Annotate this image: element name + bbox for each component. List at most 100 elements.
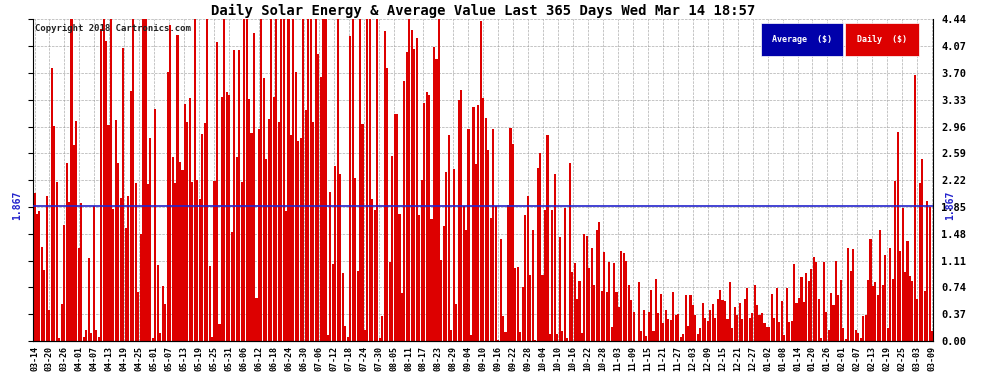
Bar [68,202,70,341]
Bar [618,307,620,341]
Bar [586,236,588,341]
Bar [270,20,272,341]
Bar [553,174,556,341]
Bar [267,119,270,341]
Bar [159,333,161,341]
Bar [191,182,193,341]
Bar [912,281,914,341]
Bar [219,324,221,341]
Bar [416,38,418,341]
Bar [882,285,884,341]
Bar [433,47,435,341]
Bar [181,171,183,341]
Bar [633,312,635,341]
Bar [783,335,785,341]
Bar [601,291,603,341]
Bar [842,328,844,341]
Bar [835,261,837,341]
Bar [534,339,537,341]
Bar [867,280,869,341]
Bar [742,319,743,341]
Bar [340,174,342,341]
Bar [751,313,753,341]
Bar [844,339,846,341]
Bar [60,304,62,341]
Bar [761,313,763,341]
Bar [657,313,659,341]
Bar [231,232,233,341]
Bar [490,218,492,341]
Bar [897,132,899,341]
Bar [93,206,95,341]
Bar [315,20,317,341]
Bar [722,300,724,341]
Bar [803,302,805,341]
Bar [342,273,344,341]
Bar [345,326,346,341]
Bar [771,294,773,341]
Bar [166,72,168,341]
Bar [692,304,694,341]
Bar [492,129,494,341]
Bar [447,135,449,341]
Bar [734,307,736,341]
Bar [364,330,366,341]
Bar [75,120,77,341]
Bar [527,196,529,341]
Bar [396,114,398,341]
Bar [221,97,223,341]
Bar [411,30,413,341]
Bar [246,20,248,341]
Bar [758,315,760,341]
Bar [280,20,282,341]
Bar [889,248,891,341]
Bar [682,334,684,341]
Bar [480,21,482,341]
Bar [704,318,706,341]
Bar [909,276,911,341]
Bar [551,210,553,341]
Bar [149,138,151,341]
Bar [381,316,383,341]
Bar [428,95,430,341]
Text: 1.867: 1.867 [13,191,23,220]
Bar [462,206,464,341]
Bar [652,331,654,341]
Bar [300,138,302,341]
Text: Average  ($): Average ($) [772,35,832,44]
Bar [544,210,546,341]
Bar [932,331,934,341]
Bar [127,196,130,341]
Bar [874,282,876,341]
Bar [872,286,874,341]
FancyBboxPatch shape [845,23,919,57]
Bar [542,275,544,341]
Bar [805,273,808,341]
Bar [214,181,216,341]
Bar [53,126,55,341]
Bar [403,81,406,341]
Bar [248,99,250,341]
Bar [250,134,252,341]
Bar [322,20,324,341]
Bar [460,90,462,341]
Bar [887,327,889,341]
Bar [525,215,527,341]
Bar [830,292,833,341]
Bar [260,20,262,341]
Bar [729,282,731,341]
Bar [386,68,388,341]
Bar [672,292,674,341]
Bar [438,20,440,341]
Bar [196,180,198,341]
Bar [687,326,689,341]
Bar [576,299,578,341]
Bar [85,330,87,341]
Bar [857,333,859,341]
Bar [305,110,307,341]
Bar [95,330,97,341]
Bar [655,279,657,341]
Bar [49,310,50,341]
Bar [778,322,780,341]
Bar [55,182,57,341]
